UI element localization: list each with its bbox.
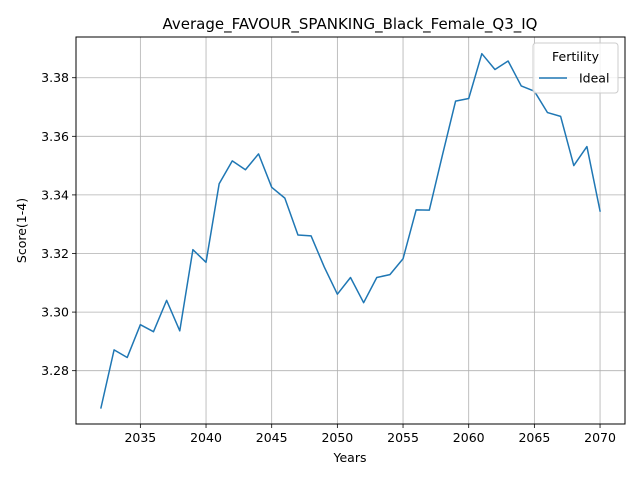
tick-layer: 2035 2040 2045 2050 2055 2060 2065 2070 3.28 3.30… (41, 70, 616, 445)
chart-title: Average_FAVOUR_SPANKING_Black_Female_Q3_… (163, 15, 538, 34)
legend: Fertility Ideal (532, 42, 619, 94)
x-tick-label: 2070 (584, 430, 616, 445)
x-tick-label: 2055 (387, 430, 419, 445)
x-tick-label: 2065 (518, 430, 550, 445)
plot-frame (75, 36, 626, 425)
legend-title: Fertility (552, 49, 600, 64)
y-tick-label: 3.36 (41, 129, 69, 144)
grid-lines (76, 37, 625, 424)
x-tick-label: 2045 (256, 430, 288, 445)
y-tick-label: 3.38 (41, 70, 69, 85)
x-tick-label: 2035 (124, 430, 156, 445)
x-tick-label: 2060 (453, 430, 485, 445)
legend-box (532, 42, 619, 94)
y-tick-label: 3.34 (41, 187, 69, 202)
y-tick-label: 3.32 (41, 246, 69, 261)
series-line-ideal (100, 52, 601, 409)
x-tick-label: 2050 (321, 430, 353, 445)
legend-entry-ideal: Ideal (579, 71, 609, 86)
series-layer (100, 52, 601, 409)
y-tick-label: 3.30 (41, 305, 69, 320)
x-tick-label: 2040 (190, 430, 222, 445)
x-axis-label: Years (333, 450, 367, 465)
y-tick-label: 3.28 (41, 363, 69, 378)
y-axis-label: Score(1-4) (14, 198, 29, 263)
